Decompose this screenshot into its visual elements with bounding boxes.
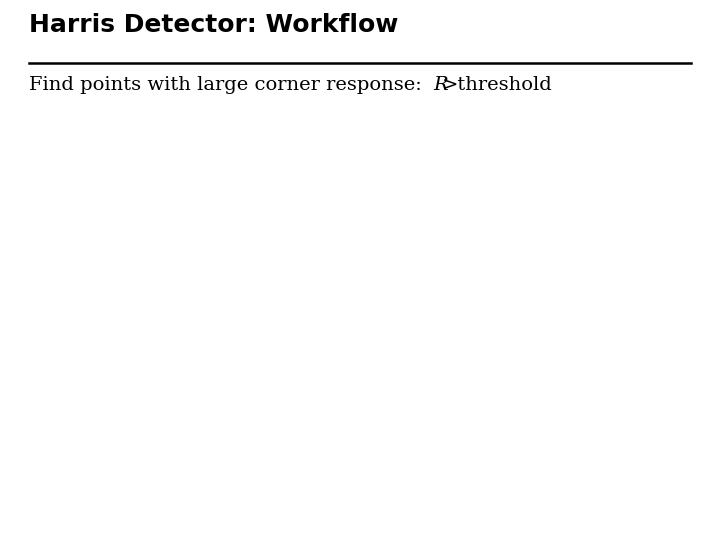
- Ellipse shape: [105, 365, 138, 394]
- Ellipse shape: [513, 334, 579, 367]
- Ellipse shape: [184, 481, 217, 510]
- Ellipse shape: [390, 157, 423, 178]
- Ellipse shape: [469, 309, 503, 334]
- Ellipse shape: [469, 498, 516, 519]
- Ellipse shape: [403, 246, 436, 272]
- Ellipse shape: [290, 199, 323, 228]
- Ellipse shape: [231, 224, 264, 245]
- Ellipse shape: [492, 396, 559, 429]
- Ellipse shape: [25, 442, 99, 475]
- Ellipse shape: [49, 309, 115, 342]
- Text: >threshold: >threshold: [442, 76, 552, 93]
- Ellipse shape: [377, 415, 436, 444]
- Ellipse shape: [323, 228, 356, 248]
- Ellipse shape: [472, 234, 552, 275]
- Text: Find points with large corner response:: Find points with large corner response:: [29, 76, 428, 93]
- Ellipse shape: [390, 219, 423, 240]
- Ellipse shape: [436, 211, 469, 240]
- Text: Harris Detector: Workflow: Harris Detector: Workflow: [29, 13, 398, 37]
- Ellipse shape: [251, 390, 284, 411]
- Ellipse shape: [469, 148, 516, 178]
- Ellipse shape: [387, 275, 439, 309]
- Ellipse shape: [532, 359, 585, 392]
- Ellipse shape: [151, 305, 224, 338]
- Ellipse shape: [602, 359, 648, 383]
- Ellipse shape: [118, 328, 165, 348]
- Ellipse shape: [132, 329, 217, 371]
- Ellipse shape: [423, 323, 469, 344]
- Ellipse shape: [66, 148, 112, 178]
- Ellipse shape: [575, 319, 608, 340]
- Ellipse shape: [492, 305, 572, 346]
- Ellipse shape: [118, 207, 151, 236]
- Ellipse shape: [180, 186, 248, 256]
- Ellipse shape: [549, 248, 595, 278]
- Ellipse shape: [155, 176, 194, 201]
- Ellipse shape: [333, 305, 360, 321]
- Ellipse shape: [178, 438, 224, 480]
- Ellipse shape: [297, 265, 343, 286]
- Ellipse shape: [155, 363, 221, 413]
- Ellipse shape: [443, 253, 489, 273]
- Ellipse shape: [536, 369, 635, 398]
- Ellipse shape: [95, 245, 135, 290]
- Ellipse shape: [562, 286, 595, 307]
- Ellipse shape: [125, 240, 171, 269]
- Ellipse shape: [572, 386, 652, 415]
- Ellipse shape: [373, 446, 426, 480]
- Ellipse shape: [42, 469, 95, 498]
- Ellipse shape: [459, 269, 499, 290]
- Ellipse shape: [178, 209, 211, 242]
- Ellipse shape: [145, 505, 178, 520]
- Ellipse shape: [420, 355, 459, 380]
- Ellipse shape: [397, 338, 456, 380]
- Ellipse shape: [393, 188, 433, 213]
- Ellipse shape: [380, 480, 433, 504]
- Ellipse shape: [257, 348, 304, 369]
- Ellipse shape: [257, 302, 290, 332]
- Ellipse shape: [238, 257, 284, 278]
- Ellipse shape: [221, 299, 261, 319]
- Ellipse shape: [480, 434, 546, 467]
- Ellipse shape: [68, 332, 122, 386]
- Ellipse shape: [184, 236, 231, 282]
- Ellipse shape: [168, 272, 234, 305]
- Ellipse shape: [304, 157, 350, 186]
- Ellipse shape: [52, 383, 125, 417]
- Ellipse shape: [383, 375, 456, 409]
- Ellipse shape: [211, 329, 244, 355]
- Ellipse shape: [625, 377, 665, 398]
- Ellipse shape: [472, 469, 526, 498]
- Ellipse shape: [78, 186, 112, 207]
- Ellipse shape: [145, 278, 178, 299]
- Ellipse shape: [42, 419, 108, 448]
- Ellipse shape: [58, 498, 105, 519]
- Text: R: R: [433, 76, 448, 93]
- Ellipse shape: [585, 344, 625, 365]
- Ellipse shape: [281, 421, 307, 438]
- Ellipse shape: [377, 132, 410, 153]
- Ellipse shape: [482, 272, 569, 313]
- Ellipse shape: [68, 284, 122, 309]
- Ellipse shape: [542, 224, 575, 245]
- Ellipse shape: [482, 178, 529, 207]
- Ellipse shape: [387, 309, 453, 342]
- Ellipse shape: [443, 282, 476, 311]
- Ellipse shape: [168, 409, 221, 442]
- Ellipse shape: [466, 209, 532, 242]
